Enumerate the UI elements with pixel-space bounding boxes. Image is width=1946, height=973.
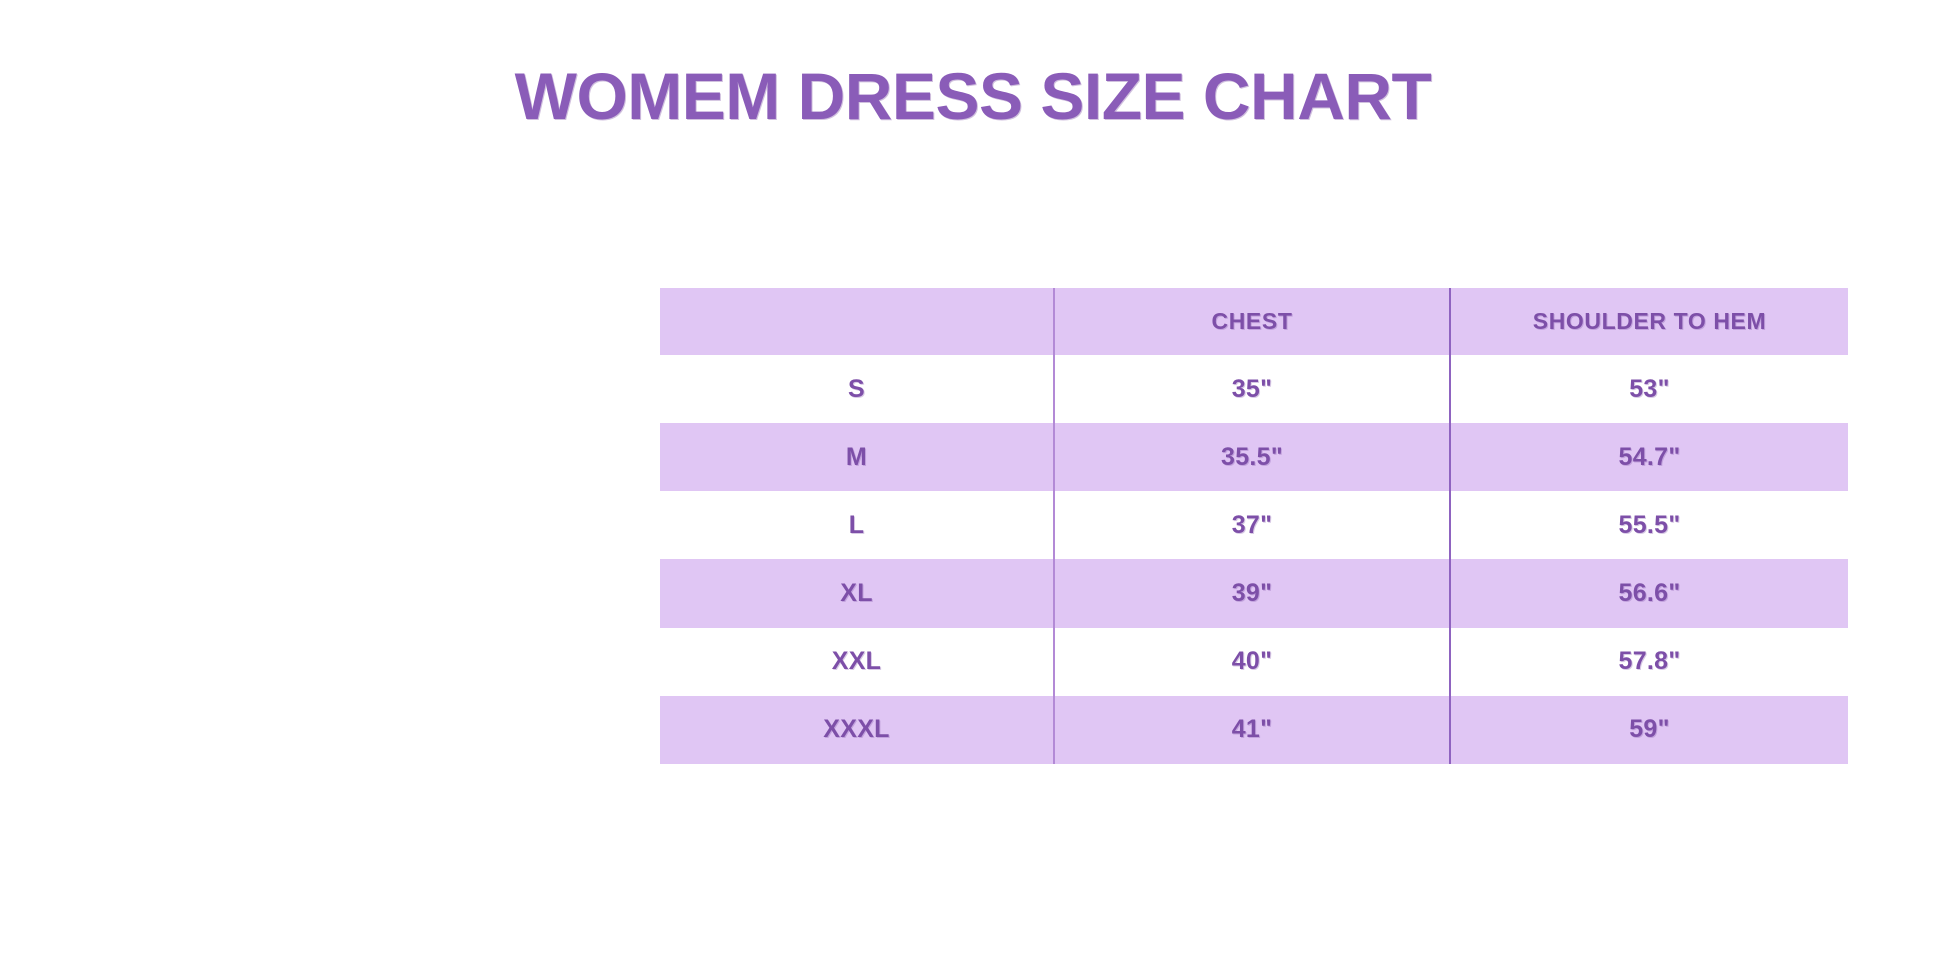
cell-size: L [660, 491, 1054, 560]
cell-shoulder: 56.6" [1449, 559, 1848, 628]
size-chart-table: CHEST SHOULDER TO HEM S 35" 53" M 35.5" … [660, 288, 1848, 764]
cell-size: S [660, 355, 1054, 424]
cell-size: M [660, 423, 1054, 492]
cell-shoulder: 53" [1449, 355, 1848, 424]
table-header-row: CHEST SHOULDER TO HEM [660, 288, 1848, 355]
column-header-size [660, 288, 1054, 355]
cell-size: XXXL [660, 695, 1054, 764]
size-chart-table-container: CHEST SHOULDER TO HEM S 35" 53" M 35.5" … [660, 288, 1848, 764]
cell-shoulder: 55.5" [1449, 491, 1848, 560]
cell-chest: 35.5" [1053, 423, 1450, 492]
table-header: CHEST SHOULDER TO HEM [660, 288, 1848, 355]
cell-chest: 41" [1053, 695, 1450, 764]
cell-shoulder: 59" [1449, 695, 1848, 764]
table-row: S 35" 53" [660, 355, 1848, 424]
cell-chest: 35" [1053, 355, 1450, 424]
cell-shoulder: 57.8" [1449, 627, 1848, 696]
column-header-chest: CHEST [1053, 288, 1450, 355]
table-row: XXL 40" 57.8" [660, 627, 1848, 696]
table-body: S 35" 53" M 35.5" 54.7" L 37" 55.5" XL 3… [660, 355, 1848, 764]
cell-chest: 40" [1053, 627, 1450, 696]
cell-chest: 39" [1053, 559, 1450, 628]
page-title: WOMEM DRESS SIZE CHART [514, 59, 1432, 133]
table-row: XXXL 41" 59" [660, 695, 1848, 764]
cell-size: XXL [660, 627, 1054, 696]
column-header-shoulder-to-hem: SHOULDER TO HEM [1449, 288, 1848, 355]
table-row: XL 39" 56.6" [660, 559, 1848, 628]
table-row: L 37" 55.5" [660, 491, 1848, 560]
table-row: M 35.5" 54.7" [660, 423, 1848, 492]
cell-chest: 37" [1053, 491, 1450, 560]
cell-size: XL [660, 559, 1054, 628]
cell-shoulder: 54.7" [1449, 423, 1848, 492]
